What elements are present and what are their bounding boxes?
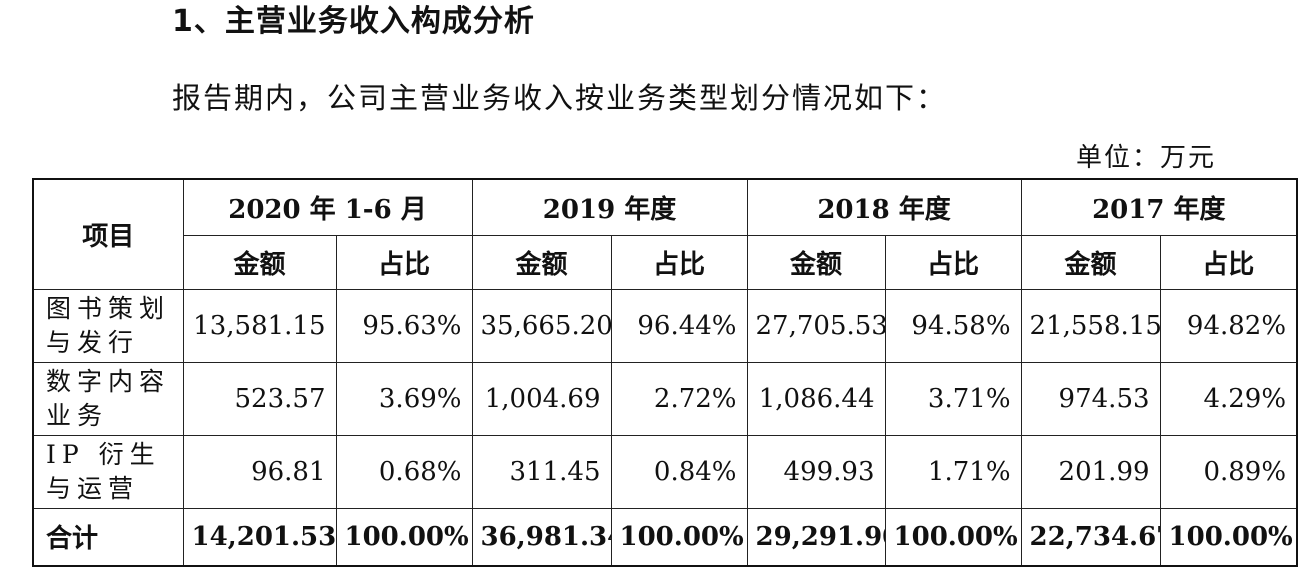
- total-amount-cell: 29,291.90: [746, 507, 886, 567]
- amount-header: 金额: [182, 234, 337, 290]
- share-header: 占比: [335, 234, 473, 290]
- item-header: 项目: [32, 178, 184, 290]
- unit-label: 单位：万元: [1075, 143, 1216, 173]
- amount-cell: 499.93: [746, 434, 886, 509]
- amount-cell: 96.81: [182, 434, 337, 509]
- share-cell: 4.29%: [1159, 361, 1298, 436]
- period-header: 2020 年 1-6 月: [182, 178, 473, 236]
- amount-cell: 1,004.69: [471, 361, 612, 436]
- table-row: 数字内容业务 523.57 3.69% 1,004.69 2.72% 1,086…: [32, 361, 1298, 436]
- total-share-cell: 100.00%: [610, 507, 748, 567]
- amount-cell: 311.45: [471, 434, 612, 509]
- share-cell: 3.69%: [335, 361, 473, 436]
- total-amount-cell: 36,981.34: [471, 507, 612, 567]
- period-header: 2018 年度: [746, 178, 1022, 236]
- amount-header: 金额: [746, 234, 886, 290]
- share-cell: 0.84%: [610, 434, 748, 509]
- period-header-row: 项目 2020 年 1-6 月 2019 年度 2018 年度 2017 年度: [32, 178, 1298, 290]
- amount-cell: 21,558.15: [1020, 288, 1161, 363]
- section-heading: 1、主营业务收入构成分析: [172, 4, 535, 39]
- revenue-table: 项目 2020 年 1-6 月 2019 年度 2018 年度 2017 年度 …: [32, 178, 1299, 567]
- share-header: 占比: [1159, 234, 1298, 290]
- amount-cell: 1,086.44: [746, 361, 886, 436]
- share-cell: 95.63%: [335, 288, 473, 363]
- table-row: IP 衍生与运营 96.81 0.68% 311.45 0.84% 499.93…: [32, 434, 1298, 509]
- amount-header: 金额: [1020, 234, 1161, 290]
- row-label: IP 衍生与运营: [32, 434, 184, 509]
- amount-cell: 523.57: [182, 361, 337, 436]
- amount-header: 金额: [471, 234, 612, 290]
- amount-cell: 27,705.53: [746, 288, 886, 363]
- total-amount-cell: 14,201.53: [182, 507, 337, 567]
- share-cell: 2.72%: [610, 361, 748, 436]
- row-label: 图书策划与发行: [32, 288, 184, 363]
- amount-cell: 13,581.15: [182, 288, 337, 363]
- share-header: 占比: [610, 234, 748, 290]
- share-cell: 94.58%: [884, 288, 1022, 363]
- table-row: 图书策划与发行 13,581.15 95.63% 35,665.20 96.44…: [32, 288, 1298, 363]
- share-cell: 3.71%: [884, 361, 1022, 436]
- period-header: 2017 年度: [1020, 178, 1298, 236]
- row-label: 数字内容业务: [32, 361, 184, 436]
- share-cell: 1.71%: [884, 434, 1022, 509]
- amount-cell: 35,665.20: [471, 288, 612, 363]
- total-share-cell: 100.00%: [1159, 507, 1298, 567]
- period-header: 2019 年度: [471, 178, 748, 236]
- total-label: 合计: [32, 507, 184, 567]
- share-cell: 94.82%: [1159, 288, 1298, 363]
- share-cell: 0.89%: [1159, 434, 1298, 509]
- sub-header-row: 金额 占比 金额 占比 金额 占比 金额 占比: [33, 234, 1298, 290]
- amount-cell: 974.53: [1020, 361, 1161, 436]
- share-cell: 0.68%: [335, 434, 473, 509]
- share-header: 占比: [884, 234, 1022, 290]
- total-share-cell: 100.00%: [335, 507, 473, 567]
- total-share-cell: 100.00%: [884, 507, 1022, 567]
- intro-paragraph: 报告期内，公司主营业务收入按业务类型划分情况如下：: [172, 81, 948, 115]
- total-amount-cell: 22,734.67: [1020, 507, 1161, 567]
- share-cell: 96.44%: [610, 288, 748, 363]
- amount-cell: 201.99: [1020, 434, 1161, 509]
- total-row: 合计 14,201.53 100.00% 36,981.34 100.00% 2…: [32, 507, 1298, 567]
